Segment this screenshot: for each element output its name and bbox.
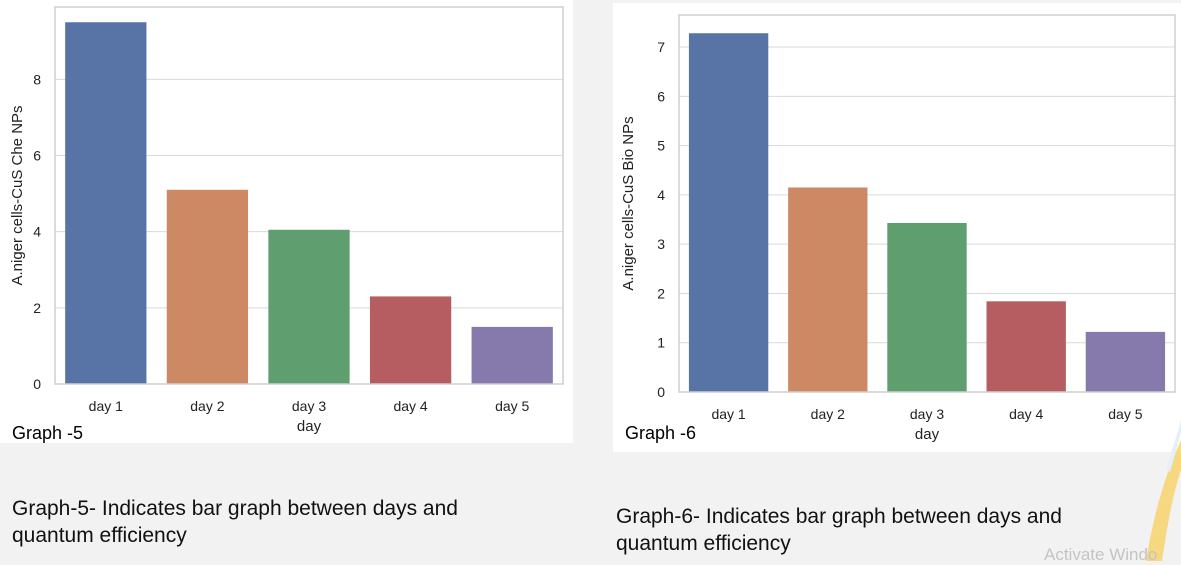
graph-6-caption: Graph-6- Indicates bar graph between day… xyxy=(616,503,1062,557)
graph-6-chart: 0 1 2 3 4 5 6 7 day 1 day 2 day 3 day 4 day 5 day A.ni… xyxy=(620,14,1176,443)
graph-5-bar-day-5 xyxy=(471,326,553,384)
slide-decoration-swoosh xyxy=(1146,420,1181,561)
y-tick-label: 6 xyxy=(33,148,41,164)
x-tick-label: day 2 xyxy=(190,398,224,414)
y-tick-label: 4 xyxy=(33,224,41,240)
y-tick-label: 2 xyxy=(33,300,41,316)
x-tick-label: day 1 xyxy=(89,398,123,414)
y-tick-label: 3 xyxy=(657,236,665,252)
y-tick-label: 0 xyxy=(657,384,665,400)
graph-6-panel: 0 1 2 3 4 5 6 7 day 1 day 2 day 3 day 4 day 5 day A.ni… xyxy=(613,3,1181,452)
activate-windows-watermark: Activate Windo xyxy=(1044,545,1158,564)
y-tick-label: 1 xyxy=(657,335,665,351)
graph-6-bar-day-3 xyxy=(887,222,967,392)
x-axis-label: day xyxy=(297,418,322,435)
y-tick-label: 7 xyxy=(657,39,665,55)
y-tick-label: 2 xyxy=(657,285,665,301)
x-tick-label: day 4 xyxy=(393,398,427,414)
graph-6-tag: Graph -6 xyxy=(625,423,697,443)
x-tick-label: day 5 xyxy=(495,398,529,414)
x-axis-label: day xyxy=(915,426,940,443)
y-axis-label: A.niger cells-CuS Bio NPs xyxy=(620,116,637,290)
graph-6-caption-line-1: Graph-6- Indicates bar graph between day… xyxy=(616,505,1062,528)
graph-6-caption-line-2: quantum efficiency xyxy=(616,532,791,555)
graph-5-caption-line-2: quantum efficiency xyxy=(12,524,187,547)
graph-5-caption: Graph-5- Indicates bar graph between day… xyxy=(12,495,458,549)
graph-6-bar-day-1 xyxy=(688,33,769,393)
y-axis-label: A.niger cells-CuS Che NPs xyxy=(9,105,26,285)
graph-5-bar-day-2 xyxy=(166,189,249,384)
graph-5-panel: 0 2 4 6 8 day 1 day 2 day 3 day 4 day 5 day A.niger… xyxy=(0,0,573,443)
x-tick-label: day 5 xyxy=(1108,406,1142,422)
y-tick-label: 0 xyxy=(33,376,41,392)
y-tick-label: 8 xyxy=(33,71,41,87)
x-tick-label: day 3 xyxy=(910,406,944,422)
plot-frame xyxy=(678,14,1176,393)
graph-5-tag: Graph -5 xyxy=(12,423,84,443)
y-tick-label: 6 xyxy=(657,88,665,104)
y-tick-label: 4 xyxy=(657,187,665,203)
graph-5-caption-line-1: Graph-5- Indicates bar graph between day… xyxy=(12,497,458,520)
graph-5-bar-day-1 xyxy=(65,22,147,384)
graph-6-bar-day-4 xyxy=(986,301,1066,392)
graph-5-chart: 0 2 4 6 8 day 1 day 2 day 3 day 4 day 5 day A.niger… xyxy=(9,6,564,435)
plot-frame xyxy=(54,6,564,385)
x-tick-label: day 2 xyxy=(811,406,845,422)
x-tick-label: day 4 xyxy=(1009,406,1043,422)
graph-5-bar-day-4 xyxy=(369,296,452,384)
x-tick-label: day 3 xyxy=(292,398,326,414)
graph-6-bar-day-2 xyxy=(788,187,868,392)
graph-6-bar-day-5 xyxy=(1085,331,1166,392)
y-tick-label: 5 xyxy=(657,138,665,154)
x-tick-label: day 1 xyxy=(711,406,745,422)
graph-5-bar-day-3 xyxy=(268,229,350,384)
